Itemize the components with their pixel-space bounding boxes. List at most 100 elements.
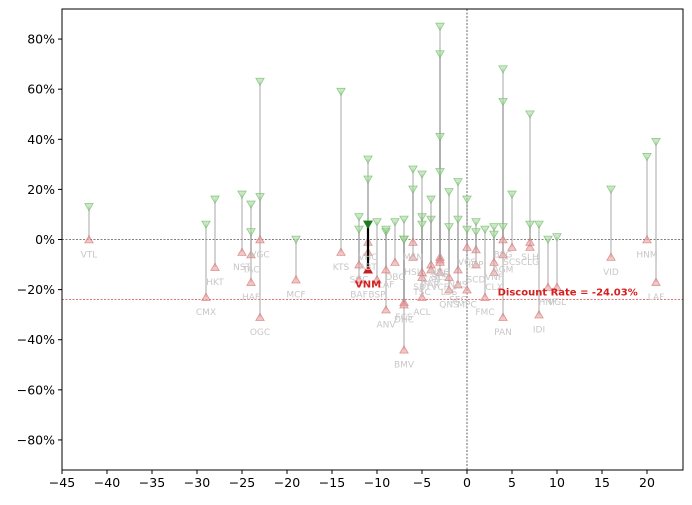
x-tick-label--20: −20	[274, 475, 300, 490]
reference-lines	[62, 9, 683, 470]
high-marker-SAF-29	[435, 50, 445, 59]
low-marker-VCS-37	[462, 242, 472, 251]
ticker-label-ACL-23: ACL	[413, 308, 430, 318]
ticker-label-CLX-41: CLX	[485, 283, 502, 293]
ticker-label-MPC-36: MPC	[457, 301, 476, 311]
ticker-label-VHC-12: VHC	[358, 253, 377, 263]
ticker-label-SLH-48: SLH	[521, 253, 539, 263]
low-marker-FMC-40	[480, 292, 490, 301]
x-tick-label--5: −5	[413, 475, 431, 490]
high-marker-VTL-0	[84, 203, 94, 212]
ticker-label-FCS-18: FCS	[395, 313, 412, 323]
ticker-label-ANV-15: ANV	[376, 321, 396, 331]
x-tick-label-15: 15	[594, 475, 610, 490]
high-marker-QNS-32	[444, 188, 454, 197]
data-series	[84, 22, 661, 354]
low-marker-VCF-30	[435, 267, 445, 276]
ticker-label-CLG-47: CLG	[521, 258, 539, 268]
high-marker-DHC-20	[399, 235, 409, 245]
ticker-label-HKT-2: HKT	[206, 278, 224, 288]
low-marker-CLX-41	[489, 267, 499, 276]
y-tick-label--20: −20%	[17, 282, 55, 297]
low-marker-LSS-33	[444, 272, 454, 281]
x-tick-label--45: −45	[49, 475, 75, 490]
high-marker-FMC-40	[480, 225, 490, 235]
low-marker-BMV-19	[399, 345, 409, 354]
high-marker-NHS-34	[453, 178, 463, 187]
high-marker-CLX-41	[489, 223, 499, 232]
low-marker-VNF-42	[489, 257, 499, 266]
low-marker-HKT-2	[210, 262, 220, 271]
low-marker-SEC-35	[453, 280, 463, 289]
low-marker-TAR-27	[426, 264, 436, 274]
low-marker-HNM-53	[642, 234, 652, 244]
high-marker-PAN-43	[498, 65, 508, 74]
ticker-label-QNS-32: QNS	[439, 301, 459, 311]
low-marker-VGL-51	[552, 282, 562, 291]
axes: −45 −40 −35 −30 −25 −20 −15 −10 −5 0 5 10 15 20 −80% −6…	[17, 8, 684, 490]
low-marker-highlight-VNM	[362, 264, 374, 274]
ticker-label-PAN-43: PAN	[494, 328, 512, 338]
low-marker-VGC-7	[255, 234, 265, 244]
low-marker-BAF-10	[354, 275, 364, 284]
ticker-label-HNF-50: HNF	[539, 298, 558, 308]
low-marker-VTL-0	[84, 234, 94, 244]
high-marker-BSP-14	[372, 218, 382, 227]
high-marker-SLH-48	[525, 220, 535, 230]
high-marker-highlight-VNM	[362, 220, 374, 230]
high-marker-SEC-35	[453, 215, 463, 225]
high-marker-HNF-50	[543, 235, 553, 245]
low-marker-QNS-32	[444, 285, 454, 294]
ticker-label-OGC-6: OGC	[250, 328, 270, 338]
high-marker-SBT-24	[417, 170, 427, 179]
y-tick-label-40: 40%	[27, 132, 55, 147]
low-marker-NST-3	[237, 247, 247, 256]
high-marker-CMX-1	[201, 220, 211, 230]
ticker-label-NHS-34: NHS	[448, 281, 468, 291]
x-tick-label--35: −35	[139, 475, 165, 490]
high-marker-VHC-12	[363, 155, 373, 164]
low-marker-AGM-44	[498, 249, 508, 259]
high-marker-OGC-6	[255, 77, 265, 87]
low-marker-SCS-46	[507, 242, 517, 251]
high-marker-SLS-31	[435, 168, 445, 177]
low-marker-TSC-25	[417, 272, 427, 281]
ticker-label-SAF-29: SAF	[431, 271, 448, 281]
high-marker-VGL-51	[552, 233, 562, 242]
high-marker-HSL-21	[408, 165, 418, 174]
low-marker-HSL-21	[408, 252, 418, 261]
low-marker-DHC-20	[399, 300, 409, 309]
ticker-label-VGL-51: VGL	[548, 298, 566, 308]
ticker-label-TSC-25: TSC	[412, 288, 431, 298]
high-marker-IDI-49	[534, 220, 544, 230]
ticker-label-SBT-24: SBT	[413, 283, 431, 293]
x-tick-label--10: −10	[364, 475, 390, 490]
ticker-label-DBC-17: DBC	[385, 273, 404, 283]
high-marker-BAF-10	[354, 213, 364, 222]
ticker-label-SCS-46: SCS	[503, 258, 521, 268]
low-marker-VID-52	[606, 252, 616, 261]
ticker-label-BSG-45: BSG	[494, 251, 513, 261]
ticker-label-HSL-21: HSL	[404, 268, 422, 278]
low-marker-MCF-8	[291, 275, 301, 284]
low-marker-LAF-54	[651, 277, 661, 286]
high-marker-SCS-46	[507, 190, 517, 199]
ticker-label-VCF-30: VCF	[431, 283, 449, 293]
ticker-label-ABT-13: ABT	[359, 263, 377, 273]
low-marker-MPC-36	[462, 285, 472, 294]
low-marker-ACL-23	[417, 292, 427, 301]
ticker-label-LSS-33: LSS	[441, 288, 458, 298]
x-tick-label-10: 10	[549, 475, 565, 490]
high-marker-HNM-53	[642, 153, 652, 162]
ticker-label-KTS-9: KTS	[333, 263, 350, 273]
low-marker-DBC-17	[390, 257, 400, 266]
ticker-label-HNM-53: HNM	[636, 251, 657, 261]
ticker-label-BAF-10: BAF	[350, 291, 368, 301]
ticker-label-FMC-40: FMC	[475, 308, 494, 318]
x-tick-label-0: 0	[463, 475, 471, 490]
low-marker-SLH-48	[525, 237, 535, 246]
x-tick-label--40: −40	[94, 475, 120, 490]
y-tick-label--40: −40%	[17, 332, 55, 347]
high-marker-TAC-4	[246, 200, 256, 209]
